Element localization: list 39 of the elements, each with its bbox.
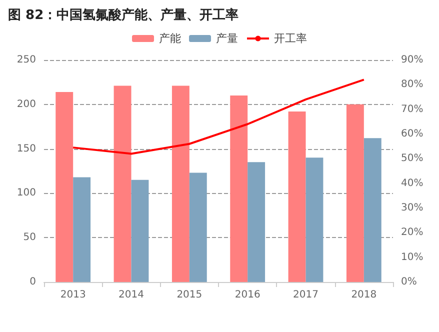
x-tick-label: 2015 bbox=[176, 290, 202, 300]
legend-label: 产能 bbox=[159, 32, 181, 45]
y-tick-label: 250 bbox=[16, 54, 36, 66]
y-tick-label: 0 bbox=[30, 276, 36, 288]
bar bbox=[346, 104, 364, 282]
legend-label: 产量 bbox=[216, 32, 238, 45]
y2-tick-label: 50% bbox=[401, 153, 424, 164]
y2-tick-label: 30% bbox=[401, 202, 424, 214]
bar bbox=[248, 162, 266, 282]
bar bbox=[364, 138, 382, 282]
bar bbox=[114, 86, 132, 282]
x-tick-label: 2017 bbox=[293, 290, 318, 300]
y2-tick-label: 80% bbox=[401, 79, 424, 90]
x-tick-label: 2014 bbox=[118, 290, 144, 300]
bar bbox=[172, 86, 190, 282]
x-tick-label: 2018 bbox=[351, 290, 377, 300]
bar bbox=[73, 177, 91, 282]
chart-title: 图 82：中国氢氟酸产能、产量、开工率 bbox=[8, 6, 239, 24]
y2-tick-label: 40% bbox=[401, 178, 424, 189]
y2-tick-label: 90% bbox=[401, 54, 424, 66]
bar bbox=[189, 172, 207, 282]
y2-tick-label: 70% bbox=[401, 104, 424, 115]
y2-tick-label: 10% bbox=[401, 252, 424, 263]
line-series bbox=[72, 78, 365, 155]
y-tick-label: 150 bbox=[16, 143, 36, 154]
bar bbox=[288, 112, 306, 282]
y-tick-label: 200 bbox=[16, 98, 36, 110]
bar bbox=[131, 180, 149, 282]
legend-label: 开工率 bbox=[274, 32, 307, 45]
bar bbox=[230, 96, 248, 282]
x-tick-label: 2016 bbox=[234, 290, 260, 300]
bar bbox=[56, 92, 74, 282]
y-tick-label: 100 bbox=[16, 188, 36, 199]
y-tick-label: 50 bbox=[23, 232, 36, 244]
bar bbox=[306, 158, 324, 282]
x-tick-label: 2013 bbox=[60, 290, 86, 300]
y2-tick-label: 20% bbox=[401, 227, 424, 238]
y2-tick-label: 0% bbox=[401, 276, 417, 288]
y2-tick-label: 60% bbox=[401, 128, 424, 140]
